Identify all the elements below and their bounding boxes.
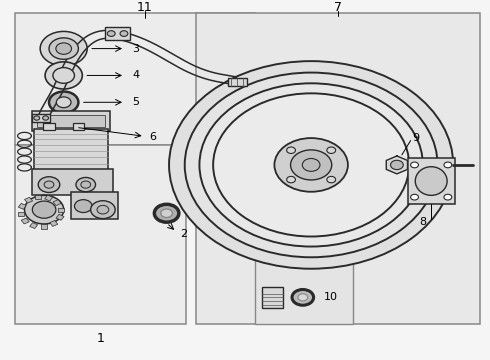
Bar [73, 123, 84, 130]
Circle shape [24, 195, 64, 224]
Circle shape [411, 162, 418, 168]
Circle shape [53, 68, 74, 83]
Circle shape [38, 177, 60, 193]
Text: 11: 11 [137, 1, 152, 14]
Circle shape [32, 201, 56, 218]
Circle shape [391, 160, 403, 170]
Bar [408, 158, 455, 204]
Bar [35, 195, 41, 199]
Bar [15, 13, 255, 145]
Text: 5: 5 [132, 97, 139, 107]
Circle shape [213, 93, 409, 237]
Bar [32, 168, 113, 195]
Bar [196, 13, 480, 324]
Text: 1: 1 [97, 332, 104, 345]
Circle shape [34, 116, 40, 120]
Bar [255, 253, 353, 324]
Circle shape [49, 38, 78, 59]
Bar [105, 27, 130, 40]
Bar [18, 203, 26, 209]
Circle shape [97, 205, 109, 214]
Bar [37, 115, 105, 127]
Circle shape [287, 176, 295, 183]
Circle shape [120, 31, 128, 36]
Ellipse shape [415, 167, 447, 195]
Bar [262, 287, 283, 308]
Circle shape [107, 31, 115, 36]
Circle shape [161, 209, 172, 217]
Text: 3: 3 [132, 44, 139, 54]
Bar [43, 123, 55, 130]
Bar [58, 207, 64, 212]
Bar [15, 145, 186, 324]
Circle shape [444, 194, 452, 200]
Circle shape [199, 83, 423, 247]
Circle shape [274, 138, 348, 192]
Circle shape [49, 91, 78, 113]
Text: 6: 6 [149, 132, 156, 142]
Circle shape [291, 150, 332, 180]
Bar [228, 78, 247, 86]
Bar [53, 200, 61, 206]
Text: 4: 4 [132, 71, 140, 80]
Bar [32, 111, 110, 131]
Text: 8: 8 [419, 217, 426, 227]
Circle shape [185, 73, 438, 257]
Bar [34, 129, 108, 170]
Circle shape [45, 62, 82, 89]
Polygon shape [386, 156, 408, 174]
Bar [45, 195, 52, 201]
Circle shape [40, 31, 87, 66]
Circle shape [302, 158, 320, 171]
Bar [21, 218, 29, 224]
Text: 7: 7 [334, 1, 342, 14]
Bar [18, 212, 24, 216]
Circle shape [444, 162, 452, 168]
Bar [41, 224, 47, 229]
Circle shape [327, 147, 336, 153]
Bar [49, 221, 58, 226]
Circle shape [298, 294, 308, 301]
Circle shape [56, 43, 72, 54]
Bar [56, 214, 64, 220]
Circle shape [74, 200, 92, 212]
Bar [29, 223, 38, 229]
Circle shape [56, 97, 71, 108]
Circle shape [287, 147, 295, 153]
Text: 10: 10 [323, 292, 338, 302]
Circle shape [411, 194, 418, 200]
Circle shape [154, 204, 179, 222]
Text: 2: 2 [180, 229, 188, 239]
Circle shape [292, 289, 314, 305]
Circle shape [43, 116, 49, 120]
Text: 9: 9 [413, 133, 420, 143]
Bar [24, 197, 32, 203]
Circle shape [81, 181, 91, 188]
Bar [71, 192, 118, 219]
Circle shape [327, 176, 336, 183]
Circle shape [91, 201, 115, 219]
Circle shape [76, 177, 96, 192]
Bar [32, 114, 50, 122]
Circle shape [169, 61, 453, 269]
Circle shape [44, 181, 54, 188]
